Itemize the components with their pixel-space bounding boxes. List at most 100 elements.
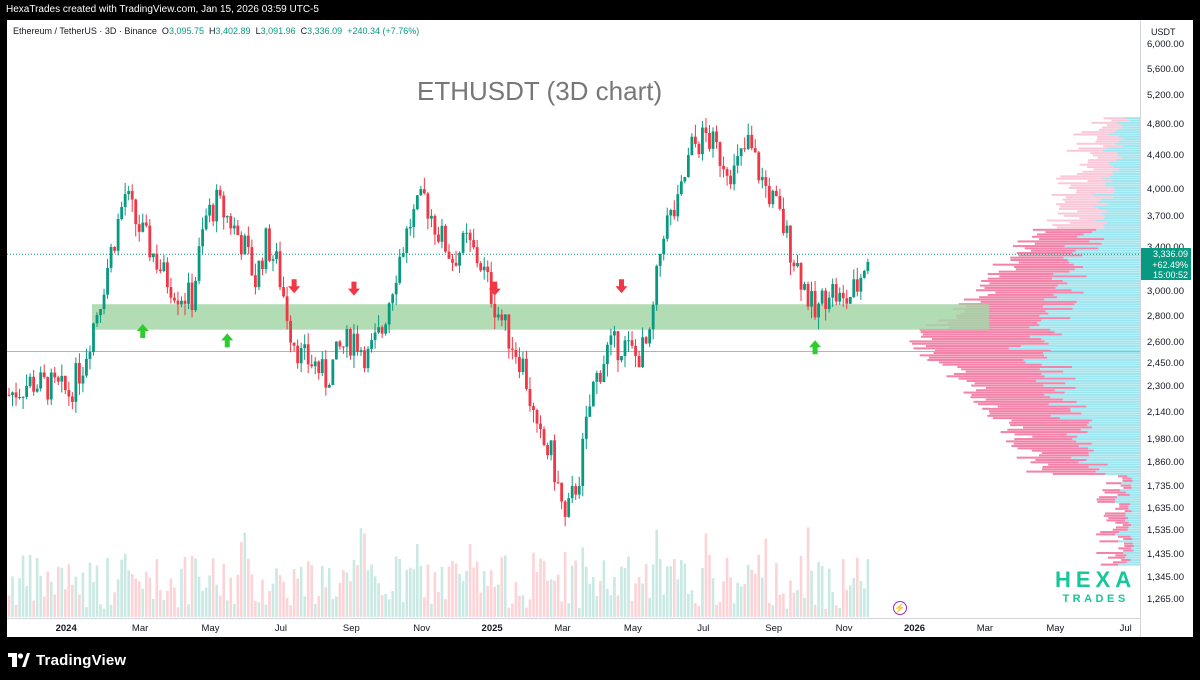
profile-up-bar	[1062, 398, 1140, 401]
candle-body	[275, 251, 278, 260]
buy-arrow-icon	[221, 333, 234, 348]
volume-bar	[64, 589, 67, 617]
profile-down-bar	[1014, 266, 1083, 269]
volume-bar	[144, 571, 148, 617]
volume-bar	[701, 567, 704, 617]
candle-body	[130, 191, 134, 200]
profile-up-bar	[1091, 231, 1140, 234]
profile-up-bar	[1067, 282, 1140, 285]
profile-up-bar	[1115, 142, 1140, 145]
volume-bar	[391, 590, 394, 617]
candle-body	[778, 196, 782, 209]
volume-bar	[613, 577, 616, 617]
price-chart-canvas[interactable]	[7, 20, 1193, 637]
profile-up-bar	[1107, 210, 1140, 213]
volume-bar	[444, 599, 447, 617]
profile-down-bar	[1006, 440, 1077, 443]
candle-body	[148, 225, 152, 258]
volume-bar	[440, 567, 444, 617]
profile-down-bar	[970, 396, 1051, 399]
profile-up-bar	[1101, 212, 1140, 215]
profile-down-bar	[1016, 252, 1073, 255]
volume-bar	[53, 594, 57, 617]
profile-up-bar	[1125, 491, 1140, 494]
chart-frame[interactable]: Ethereum / TetherUS · 3D · Binance O3,09…	[7, 20, 1193, 637]
time-axis-label: Nov	[413, 623, 431, 634]
profile-down-bar	[1052, 472, 1106, 475]
profile-down-bar	[913, 347, 1009, 350]
candle-body	[634, 345, 637, 356]
volume-bar	[838, 607, 842, 617]
candle-body	[398, 256, 402, 283]
candle-body	[232, 225, 236, 229]
profile-down-bar	[1098, 128, 1118, 131]
volume-bar	[599, 580, 602, 617]
candle-body	[686, 155, 690, 178]
symbol-name: Ethereum / TetherUS · 3D · Binance	[13, 26, 157, 36]
volume-bar	[785, 608, 789, 617]
profile-down-bar	[1041, 452, 1089, 455]
volume-bar	[655, 529, 658, 617]
candle-body	[468, 232, 472, 241]
profile-down-bar	[985, 386, 1076, 389]
symbol-legend: Ethereum / TetherUS · 3D · Binance O3,09…	[13, 26, 420, 36]
candle-body	[683, 177, 687, 182]
profile-down-bar	[1010, 256, 1064, 259]
candle-body	[827, 297, 831, 309]
candle-body	[419, 189, 423, 196]
candle-body	[271, 259, 275, 261]
profile-up-bar	[1114, 131, 1140, 134]
volume-bar	[507, 607, 511, 617]
profile-down-bar	[1065, 196, 1114, 199]
profile-down-bar	[1117, 493, 1130, 496]
profile-down-bar	[973, 400, 1077, 403]
current-change: +62.49%	[1152, 259, 1188, 270]
profile-up-bar	[1115, 533, 1140, 536]
profile-up-bar	[1054, 389, 1140, 392]
candle-body	[785, 225, 789, 233]
candle-body	[782, 208, 785, 233]
profile-down-bar	[1087, 161, 1109, 164]
volume-bar	[39, 575, 42, 617]
tradingview-logo[interactable]: TradingView	[8, 650, 126, 670]
profile-down-bar	[1118, 475, 1128, 478]
buy-arrow-icon	[136, 324, 149, 339]
candle-body	[542, 429, 546, 446]
volume-bar	[662, 594, 666, 617]
volume-bar	[672, 559, 676, 617]
profile-up-bar	[1131, 524, 1140, 527]
profile-down-bar	[1096, 138, 1124, 141]
volume-bar	[856, 557, 859, 617]
profile-down-bar	[1073, 133, 1109, 136]
profile-down-bar	[1088, 159, 1117, 162]
time-axis-label: 2025	[481, 623, 503, 634]
volume-bar	[426, 564, 430, 617]
profile-up-bar	[1050, 349, 1140, 352]
profile-up-bar	[1054, 331, 1140, 334]
profile-up-bar	[1074, 303, 1140, 306]
profile-up-bar	[1039, 324, 1140, 327]
candle-body	[236, 225, 240, 236]
profile-up-bar	[1088, 454, 1140, 457]
candle-body	[99, 309, 102, 316]
profile-up-bar	[1099, 468, 1140, 471]
candle-body	[665, 215, 669, 239]
profile-down-bar	[1081, 131, 1115, 134]
volume-bar	[387, 599, 391, 617]
profile-down-bar	[1032, 228, 1097, 231]
profile-down-bar	[1123, 549, 1134, 552]
profile-up-bar	[1078, 461, 1140, 464]
profile-up-bar	[1041, 319, 1140, 322]
profile-up-bar	[1080, 428, 1140, 431]
volume-bar	[736, 582, 739, 617]
candle-body	[109, 247, 113, 268]
lightning-icon[interactable]: ⚡	[893, 601, 907, 615]
profile-up-bar	[1029, 326, 1140, 329]
candle-body	[810, 290, 813, 307]
candle-body	[363, 350, 366, 369]
volume-bar	[416, 543, 419, 617]
profile-down-bar	[1119, 505, 1129, 508]
candle-body	[169, 287, 173, 298]
volume-bar	[162, 600, 166, 617]
candle-body	[669, 210, 673, 216]
